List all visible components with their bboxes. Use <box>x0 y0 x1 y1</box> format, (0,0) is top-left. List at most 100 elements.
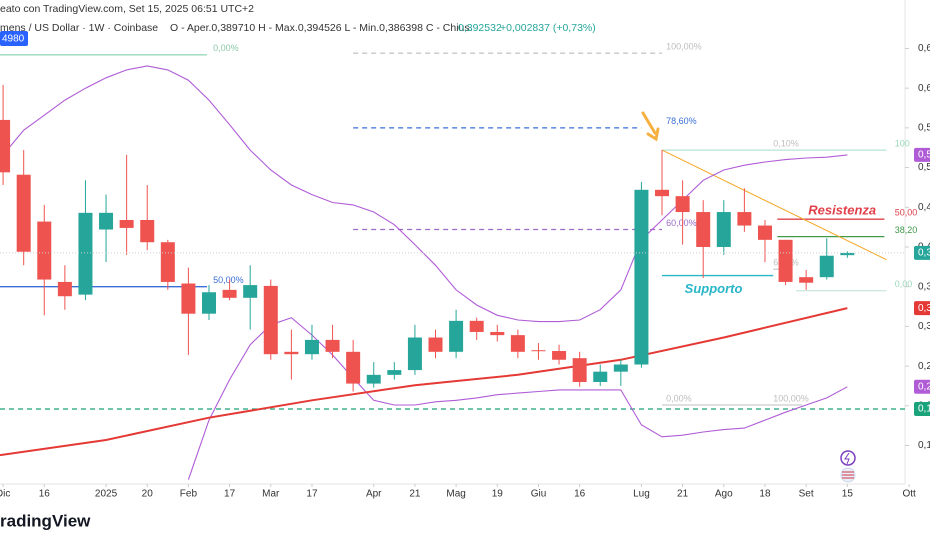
x-tick-label: Mag <box>446 489 465 500</box>
price-tag-label: 0,3 <box>918 248 930 259</box>
candle-body <box>449 320 464 352</box>
price-tag <box>914 147 930 162</box>
candle-body <box>737 212 752 226</box>
icon-alert-bolt <box>844 452 850 465</box>
y-tick-label: 0,30 <box>918 321 930 332</box>
x-tick-label: Set <box>799 489 814 500</box>
candle-body <box>0 119 11 173</box>
y-tick-label: 0,55 <box>918 123 930 134</box>
level-label: 0,00% <box>213 43 239 53</box>
x-tick-label: 18 <box>759 489 771 500</box>
x-tick-label: 15 <box>842 489 854 500</box>
icon-flag-stripes <box>842 471 854 479</box>
candle-body <box>387 370 402 375</box>
level-label: 0,00% <box>666 393 692 403</box>
y-tick-label: 0,50 <box>918 162 930 173</box>
x-tick-label: 17 <box>224 489 236 500</box>
candle-body <box>634 189 649 365</box>
header-symbol: mens / US Dollar · 1W · Coinbase <box>0 22 158 34</box>
overlay-line <box>0 307 848 457</box>
level-label: 0,10% <box>773 138 799 148</box>
price-tag <box>914 301 930 316</box>
y-tick-label: 0,45 <box>918 202 930 213</box>
level-label: 78,60% <box>666 116 697 126</box>
candle-body <box>757 225 772 240</box>
level-label: 60,00% <box>666 218 697 228</box>
candle-body <box>655 189 670 197</box>
level-label: 100 <box>895 138 910 148</box>
x-tick-label: Mar <box>262 489 280 500</box>
x-tick-label: 17 <box>306 489 318 500</box>
candle-body <box>510 335 525 352</box>
overlay-line <box>187 317 848 480</box>
candle-body <box>366 374 381 384</box>
level-label: 100,00% <box>773 393 809 403</box>
price-tag <box>914 245 930 260</box>
y-tick-label: 0,15 <box>918 440 930 451</box>
price-tag-label: 0,1 <box>918 404 930 415</box>
candle-body <box>490 331 505 336</box>
candle-body <box>531 350 546 352</box>
annotation: Supporto <box>685 281 743 296</box>
candle-body <box>263 285 278 355</box>
y-tick-label: 0,25 <box>918 361 930 372</box>
candle-body <box>716 212 731 247</box>
price-tag-label: 0,3 <box>918 303 930 314</box>
x-tick-label: 2025 <box>95 489 118 500</box>
x-tick-label: Ago <box>715 489 733 500</box>
candle-body <box>346 351 361 384</box>
candle-body <box>181 283 196 314</box>
candle-body <box>99 212 114 230</box>
header-credit: eato con TradingView.com, Set 15, 2025 0… <box>0 3 254 15</box>
price-tag <box>914 379 930 394</box>
level-label: 100,00% <box>666 42 702 52</box>
candle-body <box>78 212 93 295</box>
arrow <box>641 111 660 142</box>
candle-body <box>407 337 422 371</box>
level-label: 50,00% <box>213 275 244 285</box>
level-label: 0,00 <box>895 279 913 289</box>
x-tick-label: Dic <box>0 489 10 500</box>
candle-body <box>304 339 319 355</box>
badge-box <box>0 31 28 46</box>
candle-body <box>119 219 134 228</box>
price-tag-label: 0,5 <box>918 150 930 161</box>
candle-body <box>57 281 72 297</box>
x-tick-label: Giu <box>531 489 547 500</box>
x-tick-label: Feb <box>180 489 198 500</box>
candle-body <box>222 289 237 298</box>
header-last: 0,392532 <box>458 22 502 34</box>
candle-body <box>613 364 628 372</box>
candle-body <box>469 320 484 332</box>
overlay-line <box>2 65 848 323</box>
candle-body <box>284 351 299 355</box>
x-tick-label: 21 <box>409 489 421 500</box>
level-label: 38,20 <box>895 225 918 235</box>
y-tick-label: 0,35 <box>918 281 930 292</box>
candle-body <box>696 212 711 247</box>
x-tick-label: 16 <box>574 489 586 500</box>
y-tick-label: 0,65 <box>918 43 930 54</box>
logo: radingView <box>0 511 91 530</box>
x-tick-label: Lug <box>633 489 650 500</box>
candle-body <box>202 292 217 314</box>
candle-body <box>243 285 258 298</box>
header-ohlc: O - Aper.0,389710 H - Max.0,394526 L - M… <box>170 22 473 34</box>
trend-line <box>661 149 887 261</box>
candle-body <box>799 277 814 283</box>
candle-body <box>160 242 175 282</box>
x-tick-label: 20 <box>142 489 154 500</box>
candle-body <box>572 358 587 382</box>
candle-body <box>819 255 834 278</box>
candle-body <box>37 221 52 280</box>
x-tick-label: Apr <box>366 489 382 500</box>
icon-alert <box>840 450 856 466</box>
annotation: Resistenza <box>808 203 876 218</box>
x-tick-label: Ott <box>902 489 916 500</box>
candle-body <box>16 174 31 252</box>
y-tick-label: 0,60 <box>918 83 930 94</box>
candle-body <box>325 339 340 352</box>
candle-body <box>675 196 690 213</box>
x-tick-label: 19 <box>492 489 504 500</box>
